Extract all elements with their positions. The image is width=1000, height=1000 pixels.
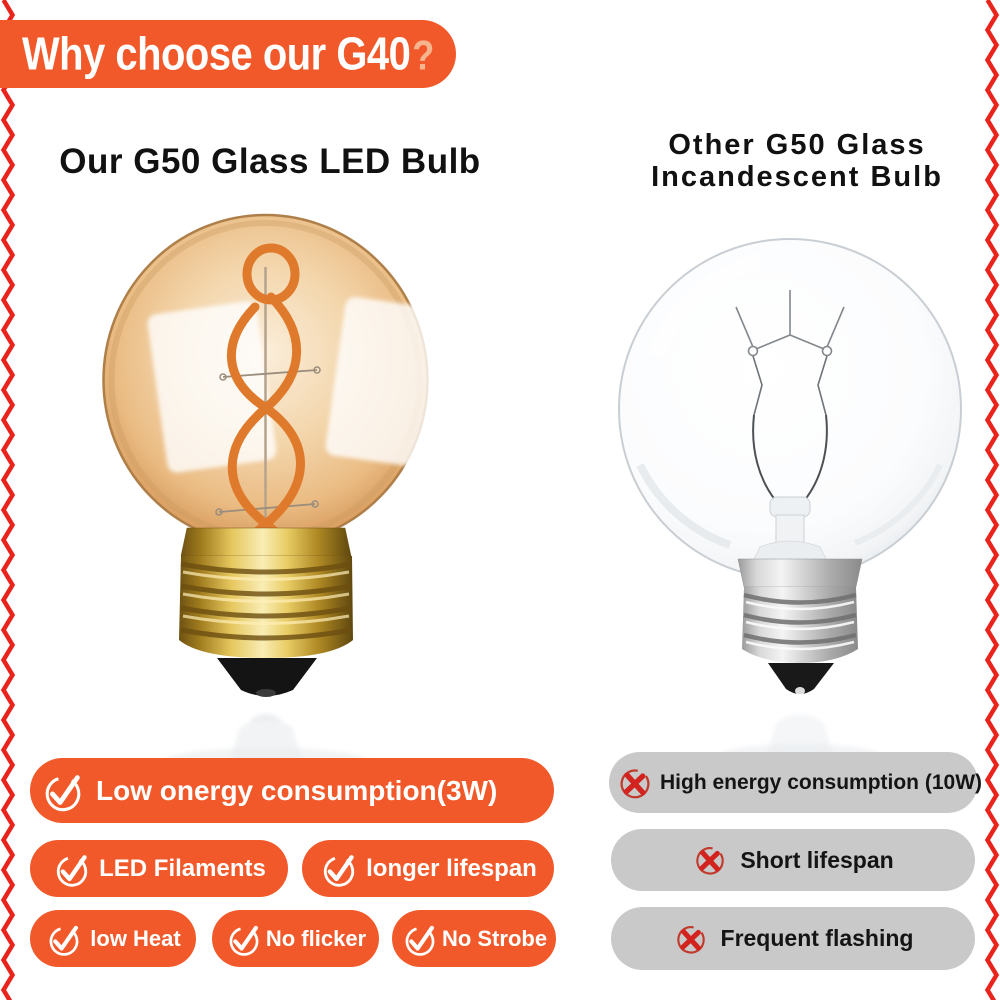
- feature-label: No Strobe: [441, 925, 548, 951]
- feature-pill-lifespan: longer lifespan: [302, 840, 554, 897]
- left-product-title: Our G50 Glass LED Bulb: [59, 142, 481, 181]
- feature-pill-flicker: No flicker: [212, 910, 379, 967]
- feature-label: LED Filaments: [99, 854, 266, 882]
- feature-label: longer lifespan: [366, 854, 537, 882]
- x-circle-icon: [676, 925, 705, 954]
- right-title-line1: Other G50 Glass: [668, 129, 926, 161]
- banner-text: Why choose our G40?: [22, 28, 434, 81]
- drawback-label: Frequent flashing: [720, 925, 914, 951]
- banner-question-mark: ?: [412, 33, 434, 80]
- feature-pill-energy: Low onergy consumption(3W): [30, 758, 554, 823]
- incandescent-filament: [735, 290, 845, 502]
- drawback-pill-flashing: Frequent flashing: [611, 907, 975, 970]
- header-banner: Why choose our G40?: [0, 20, 456, 88]
- x-circle-icon: [696, 847, 725, 875]
- right-title-line2: Incandescent Bulb: [651, 160, 943, 193]
- feature-pill-filaments: LED Filaments: [30, 840, 288, 897]
- feature-label: low Heat: [90, 925, 181, 951]
- drawback-label: Short lifespan: [740, 846, 894, 873]
- check-circle-icon: [49, 925, 79, 956]
- feature-pill-heat: low Heat: [30, 910, 196, 967]
- feature-pill-strobe: No Strobe: [392, 910, 556, 967]
- check-circle-icon: [56, 854, 88, 887]
- feature-label: No flicker: [265, 925, 367, 951]
- drawback-label: High energy consumption (10W): [660, 770, 983, 794]
- left-zigzag-border: [0, 0, 16, 1000]
- right-product-title: Other G50 Glass Incandescent Bulb: [606, 129, 988, 194]
- check-circle-icon: [229, 925, 259, 956]
- feature-label: Low onergy consumption(3W): [96, 774, 498, 806]
- banner-title: Why choose our G40: [22, 27, 411, 80]
- x-circle-icon: [620, 768, 650, 798]
- drawback-pill-energy: High energy consumption (10W): [609, 752, 982, 813]
- check-circle-icon: [323, 854, 355, 887]
- incandescent-bulb-image: [618, 238, 962, 765]
- drawback-pill-lifespan: Short lifespan: [611, 829, 975, 891]
- led-bulb-image: [102, 213, 440, 772]
- check-circle-icon: [45, 774, 81, 811]
- check-circle-icon: [405, 925, 435, 956]
- right-zigzag-border: [984, 0, 1000, 1000]
